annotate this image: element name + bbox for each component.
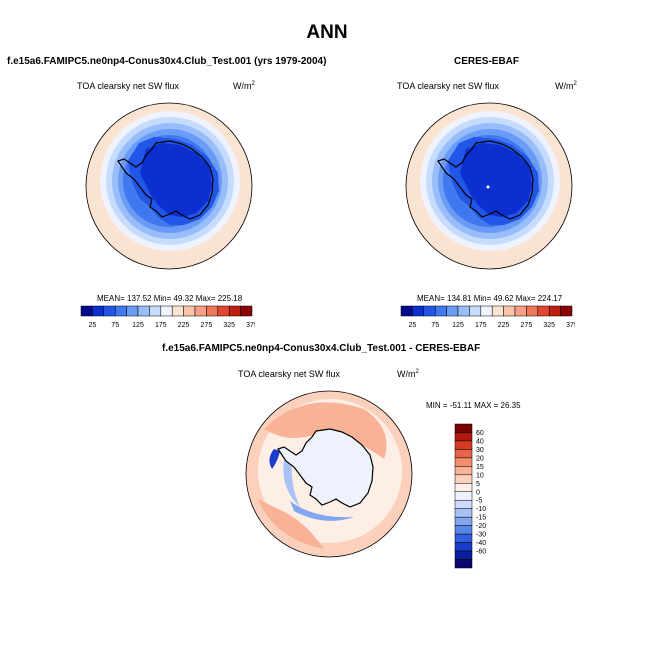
panel-1-colorbar-label: 375 bbox=[246, 322, 255, 329]
panel-3-colorbar-label: -10 bbox=[476, 506, 486, 513]
panel-2-colorbar-box bbox=[412, 305, 425, 317]
panel-3-colorbar-box bbox=[454, 508, 473, 518]
panel-3-polar-map bbox=[245, 390, 413, 558]
panel-2-colorbar-label: 325 bbox=[543, 322, 555, 329]
panel-3-colorbar-label: -30 bbox=[476, 532, 486, 539]
panel-1-polar-map bbox=[85, 102, 253, 270]
panel-3-colorbar-box bbox=[454, 474, 473, 484]
panel-3-colorbar-label: 10 bbox=[476, 472, 484, 479]
panel-2-colorbar-label: 275 bbox=[521, 322, 533, 329]
panel-1-colorbar-label: 275 bbox=[201, 322, 213, 329]
panel-3-colorbar-box bbox=[454, 491, 473, 501]
panel-1-colorbar-box bbox=[183, 305, 196, 317]
panel-1-colorbar-box bbox=[171, 305, 184, 317]
panel-2-colorbar-label: 175 bbox=[475, 322, 487, 329]
panel-1-colorbar-box bbox=[103, 305, 116, 317]
panel-1-colorbar-box bbox=[80, 305, 93, 317]
panel-2-colorbar-box bbox=[491, 305, 504, 317]
panel-1-colorbar-box bbox=[206, 305, 219, 317]
panel-1-colorbar-box bbox=[149, 305, 162, 317]
panel-1-colorbar-box bbox=[137, 305, 150, 317]
panel-2-colorbar-box bbox=[537, 305, 550, 317]
panel-3-colorbar-label: -20 bbox=[476, 523, 486, 530]
panel-2-colorbar-label: 125 bbox=[452, 322, 464, 329]
panel-3-colorbar-box bbox=[454, 423, 473, 433]
panel-3-colorbar-box bbox=[454, 542, 473, 552]
panel-1-colorbar-box bbox=[217, 305, 230, 317]
panel-2-units: W/m2 bbox=[555, 81, 577, 91]
panel-3-colorbar-label: -40 bbox=[476, 540, 486, 547]
panel-2-colorbar-label: 75 bbox=[431, 322, 439, 329]
panel-3-colorbar-label: 5 bbox=[476, 481, 480, 488]
panel-1-colorbar: 25 75 125 175 225 275 325 375 bbox=[80, 305, 255, 329]
panel-2-colorbar-box bbox=[457, 305, 470, 317]
panel-1-colorbar-label: 325 bbox=[223, 322, 235, 329]
panel-3-colorbar-label: 40 bbox=[476, 438, 484, 445]
panel-1-title: f.e15a6.FAMIPC5.ne0np4-Conus30x4.Club_Te… bbox=[7, 56, 327, 67]
panel-1-colorbar-label: 125 bbox=[132, 322, 144, 329]
panel-1-units: W/m2 bbox=[233, 81, 255, 91]
panel-2-colorbar-box bbox=[503, 305, 516, 317]
panel-2-variable: TOA clearsky net SW flux bbox=[397, 81, 499, 91]
panel-2-colorbar-label: 225 bbox=[498, 322, 510, 329]
panel-3-colorbar-label: -60 bbox=[476, 549, 486, 556]
panel-2-colorbar-label: 25 bbox=[409, 322, 417, 329]
panel-3-colorbar-box bbox=[454, 550, 473, 560]
panel-3-colorbar-box bbox=[454, 525, 473, 535]
panel-2-colorbar-box bbox=[560, 305, 573, 317]
panel-1-colorbar-label: 25 bbox=[89, 322, 97, 329]
panel-3-colorbar-label: 0 bbox=[476, 489, 480, 496]
panel-3-colorbar-label: 30 bbox=[476, 447, 484, 454]
panel-1-colorbar-label: 225 bbox=[178, 322, 190, 329]
panel-2-colorbar-box bbox=[548, 305, 561, 317]
panel-3-colorbar-label: 15 bbox=[476, 464, 484, 471]
panel-1-colorbar-box bbox=[92, 305, 105, 317]
panel-2-colorbar-box bbox=[469, 305, 482, 317]
panel-2-colorbar-label: 375 bbox=[566, 322, 575, 329]
panel-2-colorbar-box bbox=[526, 305, 539, 317]
panel-3-colorbar-box bbox=[454, 559, 473, 569]
panel-3-colorbar-label: -15 bbox=[476, 515, 486, 522]
panel-2-colorbar-box bbox=[434, 305, 447, 317]
panel-2-colorbar-box bbox=[514, 305, 527, 317]
panel-2-stats: MEAN= 134.81 Min= 49.62 Max= 224.17 bbox=[417, 294, 563, 303]
panel-2-colorbar: 25 75 125 175 225 275 325 375 bbox=[400, 305, 575, 329]
panel-3-colorbar-box bbox=[454, 516, 473, 526]
panel-1-colorbar-box bbox=[160, 305, 173, 317]
panel-1-colorbar-box bbox=[240, 305, 253, 317]
panel-3-colorbar-box bbox=[454, 466, 473, 476]
panel-1-colorbar-box bbox=[114, 305, 127, 317]
panel-3-variable: TOA clearsky net SW flux bbox=[238, 369, 340, 379]
panel-3-colorbar-box bbox=[454, 449, 473, 459]
panel-3-colorbar-box bbox=[454, 483, 473, 493]
panel-2-colorbar-box bbox=[423, 305, 436, 317]
panel-3-colorbar-box bbox=[454, 457, 473, 467]
panel-3-colorbar-box bbox=[454, 432, 473, 442]
panel-1-colorbar-label: 75 bbox=[111, 322, 119, 329]
panel-3-colorbar-label: -5 bbox=[476, 498, 482, 505]
panel-3-colorbar-label: 20 bbox=[476, 455, 484, 462]
panel-1-colorbar-label: 175 bbox=[155, 322, 167, 329]
panel-3-colorbar-label: 60 bbox=[476, 430, 484, 437]
panel-3-stats: MIN = -51.11 MAX = 26.35 bbox=[426, 401, 521, 410]
panel-1-variable: TOA clearsky net SW flux bbox=[77, 81, 179, 91]
panel-1-colorbar-box bbox=[228, 305, 241, 317]
panel-1-stats: MEAN= 137.52 Min= 49.32 Max= 225.18 bbox=[97, 294, 243, 303]
panel-3-colorbar-box bbox=[454, 499, 473, 509]
panel-3-title: f.e15a6.FAMIPC5.ne0np4-Conus30x4.Club_Te… bbox=[162, 343, 481, 354]
panel-2-polar-map bbox=[405, 102, 573, 270]
panel-1-colorbar-box bbox=[126, 305, 139, 317]
panel-2-colorbar-box bbox=[480, 305, 493, 317]
page-title: ANN bbox=[306, 22, 348, 43]
panel-2-title: CERES-EBAF bbox=[454, 56, 520, 67]
panel-3-units: W/m2 bbox=[397, 369, 419, 379]
panel-1-colorbar-box bbox=[194, 305, 207, 317]
panel-3-colorbar-box bbox=[454, 533, 473, 543]
panel-3-colorbar-box bbox=[454, 440, 473, 450]
panel-2-colorbar-box bbox=[446, 305, 459, 317]
panel-2-colorbar-box bbox=[400, 305, 413, 317]
